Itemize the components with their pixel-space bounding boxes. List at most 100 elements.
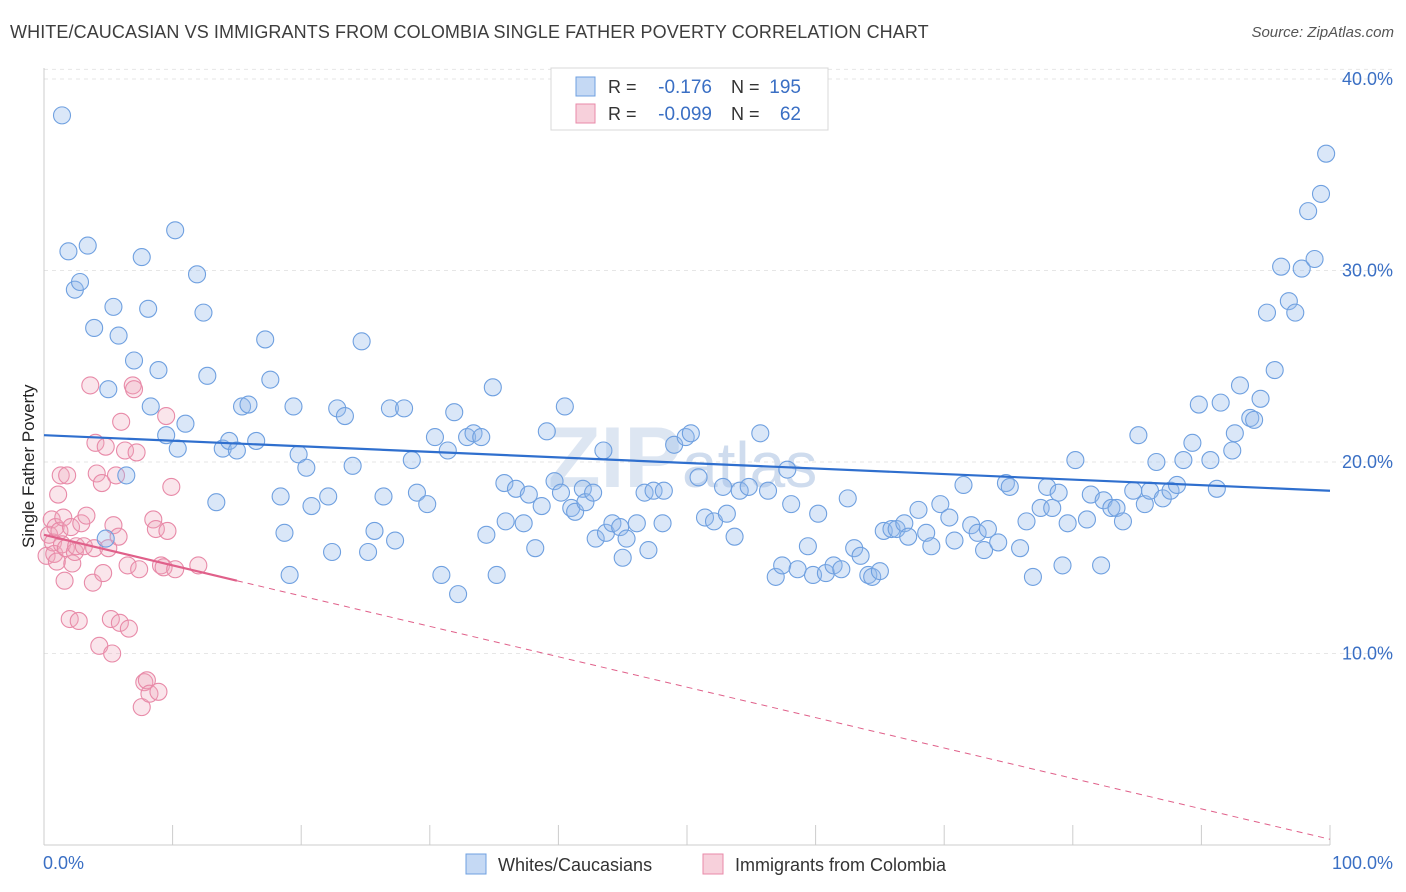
data-point-whites: [232, 397, 252, 416]
data-point-whites: [1124, 481, 1143, 500]
data-point-colombia: [149, 682, 168, 701]
data-point-whites: [1023, 567, 1042, 586]
data-point-whites: [496, 512, 515, 531]
data-point-whites: [96, 529, 115, 548]
data-point-whites: [166, 221, 185, 240]
data-point-whites: [323, 542, 342, 562]
data-point-whites: [117, 466, 136, 485]
data-point-whites: [1317, 144, 1336, 163]
data-point-whites: [52, 106, 72, 125]
data-point-whites: [945, 531, 964, 550]
data-point-whites: [386, 531, 405, 550]
data-point-whites: [1299, 202, 1318, 221]
data-point-whites: [931, 495, 950, 514]
data-point-whites: [519, 485, 538, 504]
data-point-whites: [374, 487, 393, 506]
data-point-whites: [717, 504, 736, 523]
data-point-colombia: [61, 518, 81, 537]
data-point-whites: [1189, 395, 1208, 414]
data-point-whites: [917, 523, 936, 542]
data-point-whites: [1058, 514, 1077, 533]
data-point-whites: [954, 475, 973, 495]
data-point-whites: [551, 483, 571, 502]
data-point-colombia: [118, 556, 137, 575]
data-point-whites: [302, 496, 321, 516]
data-point-whites: [132, 248, 151, 267]
data-point-whites: [1225, 424, 1244, 443]
data-point-whites: [1077, 510, 1096, 529]
data-point-whites: [449, 585, 468, 604]
data-point-colombia: [124, 380, 144, 399]
data-point-whites: [617, 529, 636, 548]
data-point-whites: [227, 441, 246, 460]
data-point-colombia: [130, 560, 149, 579]
legend-n-value-2: 62: [780, 104, 801, 125]
legend-n-label-2: N =: [731, 104, 760, 124]
data-point-whites: [730, 481, 749, 500]
legend-box: [550, 67, 829, 131]
data-point-whites: [1129, 426, 1148, 445]
legend-r-label-2: R =: [608, 104, 637, 124]
data-point-whites: [778, 460, 797, 479]
data-point-whites: [194, 303, 213, 322]
data-point-whites: [1135, 495, 1154, 514]
data-point-colombia: [104, 516, 123, 535]
data-point-whites: [526, 539, 545, 558]
data-point-whites: [573, 479, 592, 498]
data-point-whites: [1153, 489, 1172, 508]
data-point-colombia: [127, 443, 146, 462]
data-point-whites: [1092, 556, 1111, 575]
legend-swatch-blue: [575, 76, 596, 97]
data-point-whites: [1147, 452, 1166, 472]
data-point-whites: [899, 527, 918, 546]
data-point-colombia: [69, 611, 88, 630]
data-point-colombia: [162, 477, 181, 496]
axes: [43, 68, 1331, 846]
data-point-whites: [613, 548, 632, 567]
data-point-whites: [149, 361, 168, 380]
data-point-whites: [832, 560, 851, 579]
data-point-whites: [962, 516, 981, 535]
data-point-whites: [124, 351, 144, 370]
data-point-whites: [922, 537, 941, 556]
data-point-whites: [271, 487, 290, 506]
data-point-whites: [1305, 249, 1324, 269]
data-point-whites: [198, 366, 217, 385]
data-point-whites: [689, 468, 708, 487]
data-point-whites: [1272, 257, 1291, 276]
gridlines: [44, 68, 1392, 654]
bottom-legend: Whites/Caucasians Immigrants from Colomb…: [465, 853, 947, 875]
data-point-whites: [584, 483, 603, 502]
data-point-whites: [297, 458, 316, 477]
legend-r-value-1: -0.176: [658, 77, 712, 98]
x-tick-label-min: 0.0%: [43, 853, 84, 873]
data-point-whites: [104, 297, 123, 316]
data-point-whites: [838, 489, 857, 508]
data-point-colombia: [96, 437, 115, 456]
bottom-legend-label-colombia: Immigrants from Colombia: [735, 855, 947, 875]
bottom-legend-swatch-blue: [465, 853, 487, 875]
data-point-whites: [99, 380, 118, 399]
data-point-whites: [532, 496, 551, 516]
legend-r-value-2: -0.099: [658, 104, 712, 125]
data-point-whites: [773, 556, 792, 575]
data-point-whites: [798, 537, 817, 556]
data-point-colombia: [106, 466, 126, 485]
data-point-whites: [611, 518, 630, 537]
trend-line-colombia: [43, 533, 238, 582]
y-axis-label: Single Father Poverty: [19, 384, 38, 548]
legend-r-label-1: R =: [608, 77, 637, 97]
data-point-whites: [1223, 441, 1242, 460]
data-point-whites: [1017, 512, 1036, 531]
data-point-whites: [576, 493, 595, 512]
data-point-whites: [187, 265, 207, 284]
y-tick-label: 10.0%: [1342, 644, 1393, 664]
data-point-whites: [425, 428, 444, 447]
legend-swatch-pink: [575, 103, 596, 124]
data-point-whites: [1257, 303, 1277, 322]
data-point-whites: [782, 495, 801, 514]
data-point-whites: [681, 424, 700, 443]
data-point-whites: [220, 431, 239, 450]
data-point-whites: [653, 514, 672, 533]
data-point-whites: [284, 397, 303, 416]
